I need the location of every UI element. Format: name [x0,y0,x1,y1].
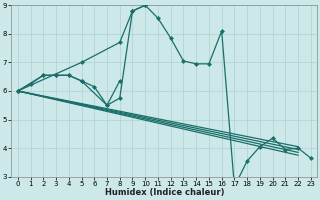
X-axis label: Humidex (Indice chaleur): Humidex (Indice chaleur) [105,188,224,197]
